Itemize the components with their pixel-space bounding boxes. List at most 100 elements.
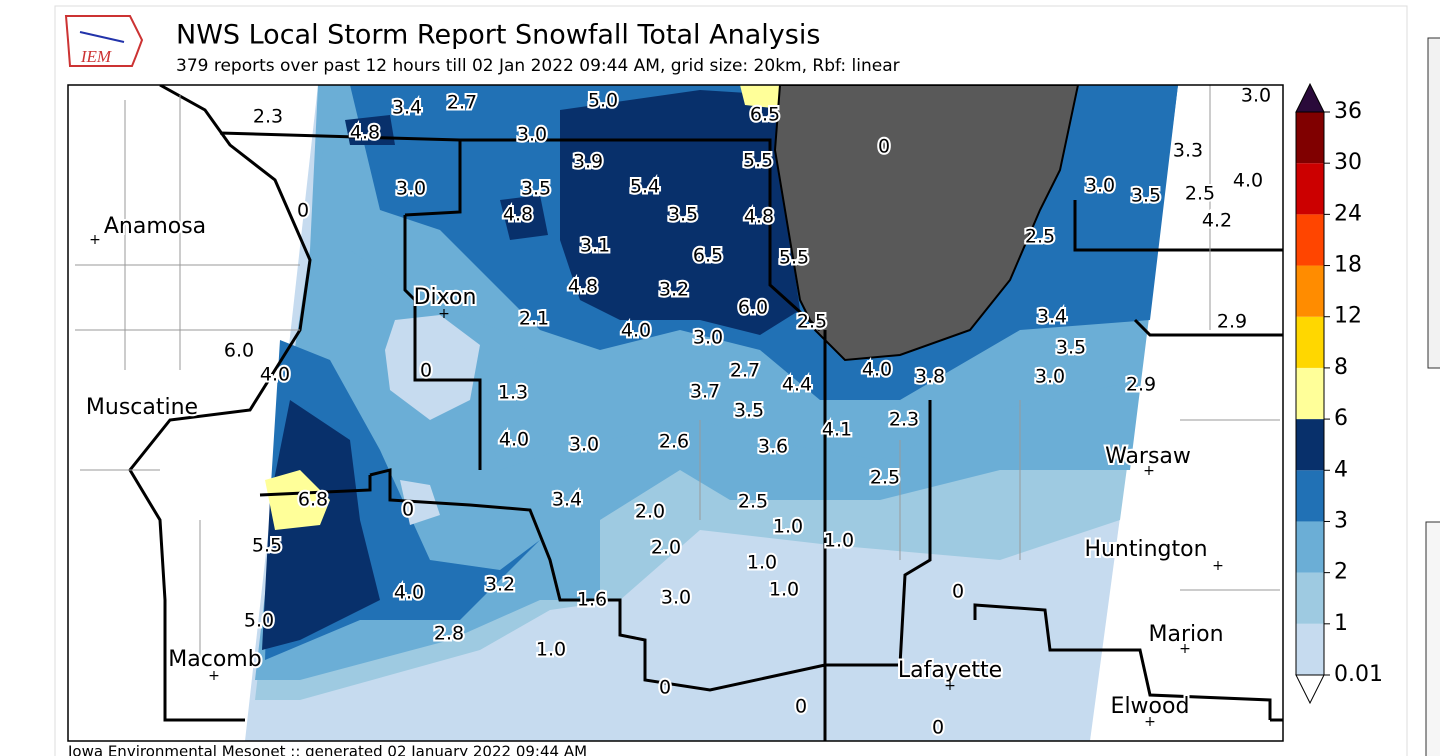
contour-label: 0 — [297, 200, 309, 222]
contour-label: 4.8 — [744, 206, 774, 228]
contour-label: 3.0 — [693, 327, 723, 349]
city-label: Anamosa — [104, 214, 206, 239]
contour-label: 0 — [878, 136, 890, 158]
colorbar-tick-label: 2 — [1334, 560, 1348, 585]
contour-label: 3.4 — [392, 97, 422, 119]
map-frame — [67, 84, 1284, 742]
contour-label: 4.1 — [822, 419, 852, 441]
contour-label: 1.0 — [773, 516, 803, 538]
contour-label: 0 — [402, 499, 414, 521]
contour-label: 2.1 — [519, 308, 549, 330]
colorbar-segment — [1296, 265, 1324, 317]
city-label: Muscatine — [86, 395, 198, 420]
contour-label: 2.3 — [889, 409, 919, 431]
colorbar-tick-label: 3 — [1334, 508, 1348, 533]
contour-label: 2.0 — [651, 537, 681, 559]
contour-label: 6.8 — [298, 489, 328, 511]
contour-label: 2.9 — [1126, 374, 1156, 396]
contour-label: 4.4 — [782, 374, 812, 396]
contour-label: 3.5 — [1056, 337, 1086, 359]
colorbar-tick-label: 18 — [1334, 253, 1362, 278]
contour-label: 1.0 — [536, 639, 566, 661]
city-label: Lafayette — [898, 658, 1002, 683]
contour-label: 1.0 — [769, 579, 799, 601]
contour-label: 3.0 — [1035, 366, 1065, 388]
city-label: Elwood — [1111, 694, 1190, 719]
contour-label: 5.5 — [779, 247, 809, 269]
contour-label: 0 — [795, 696, 807, 718]
contour-label: 4.0 — [862, 359, 892, 381]
colorbar-tick-label: 8 — [1334, 355, 1348, 380]
colorbar-segment — [1296, 163, 1324, 215]
contour-label: 6.5 — [693, 245, 723, 267]
contour-label: 2.5 — [738, 491, 768, 513]
contour-label: 2.5 — [1185, 183, 1215, 205]
contour-label: 6.0 — [224, 340, 254, 362]
city-label: Marion — [1148, 622, 1223, 647]
contour-label: 2.0 — [635, 501, 665, 523]
city-marker: + — [1212, 558, 1224, 574]
contour-label: 3.0 — [1241, 85, 1271, 107]
map: 2.3 3.4 2.7 5.0 6.5 4.8 3.0 0 3.0 3.3 4.0 2.5 4.2 3.9… — [68, 85, 1283, 741]
colorbar-tick-label: 0.01 — [1334, 662, 1383, 687]
contour-label: 6.5 — [750, 104, 780, 126]
subtitle: 379 reports over past 12 hours till 02 J… — [176, 56, 900, 76]
logo: IEM — [64, 15, 144, 67]
contour-label: 4.0 — [621, 320, 651, 342]
contour-label: 5.5 — [743, 150, 773, 172]
title: NWS Local Storm Report Snowfall Total An… — [176, 20, 820, 51]
colorbar-tick-label: 30 — [1334, 150, 1362, 175]
contour-label: 0 — [952, 581, 964, 603]
city-marker: + — [1179, 641, 1191, 657]
footer: Iowa Environmental Mesonet :: generated … — [68, 743, 587, 756]
contour-label: 0 — [932, 717, 944, 739]
colorbar-segment — [1296, 623, 1324, 675]
contour-label: 3.5 — [734, 400, 764, 422]
contour-label: 3.5 — [1131, 185, 1161, 207]
contour-label: 3.8 — [915, 366, 945, 388]
city-label: Macomb — [168, 647, 261, 672]
contour-label: 2.9 — [1217, 311, 1247, 333]
colorbar-frame — [1295, 111, 1325, 676]
colorbar-segment — [1296, 214, 1324, 266]
contour-label: 3.5 — [521, 178, 551, 200]
colorbar-tick-label: 36 — [1334, 99, 1362, 124]
contour-label: 2.8 — [434, 623, 464, 645]
contour-label: 3.2 — [659, 279, 689, 301]
contour-label: 2.3 — [253, 106, 283, 128]
city-marker: + — [944, 678, 956, 694]
contour-label: 3.6 — [758, 436, 788, 458]
contour-label: 3.0 — [661, 587, 691, 609]
contour-label: 2.5 — [870, 467, 900, 489]
contour-label: 3.2 — [485, 574, 515, 596]
contour-label: 5.0 — [244, 610, 274, 632]
contour-label: 2.6 — [659, 431, 689, 453]
contour-label: 4.0 — [1233, 170, 1263, 192]
contour-label: 1.0 — [824, 530, 854, 552]
contour-label: 4.8 — [568, 276, 598, 298]
contour-label: 1.6 — [577, 589, 607, 611]
contour-label: 3.4 — [552, 489, 582, 511]
contour-label: 3.0 — [1085, 175, 1115, 197]
city-marker: + — [89, 232, 101, 248]
contour-label: 4.2 — [1202, 210, 1232, 232]
contour-label: 4.8 — [503, 204, 533, 226]
contour-label: 3.3 — [1173, 140, 1203, 162]
colorbar-tick-label: 1 — [1334, 611, 1348, 636]
colorbar-tick-label: 12 — [1334, 304, 1362, 329]
city-marker: + — [438, 306, 450, 322]
contour-label: 2.7 — [730, 360, 760, 382]
city-label: Dixon — [414, 285, 477, 310]
colorbar-segment — [1296, 112, 1324, 164]
city-marker: + — [1144, 714, 1156, 730]
colorbar-segment — [1296, 419, 1324, 471]
colorbar-segment — [1296, 316, 1324, 368]
contour-label: 1.0 — [747, 552, 777, 574]
contour-label: 2.5 — [1025, 226, 1055, 248]
contour-label: 3.0 — [517, 124, 547, 146]
contour-label: 3.4 — [1037, 306, 1067, 328]
city-marker: + — [1143, 463, 1155, 479]
colorbar-tick-label: 4 — [1334, 457, 1348, 482]
contour-label: 5.0 — [588, 90, 618, 112]
